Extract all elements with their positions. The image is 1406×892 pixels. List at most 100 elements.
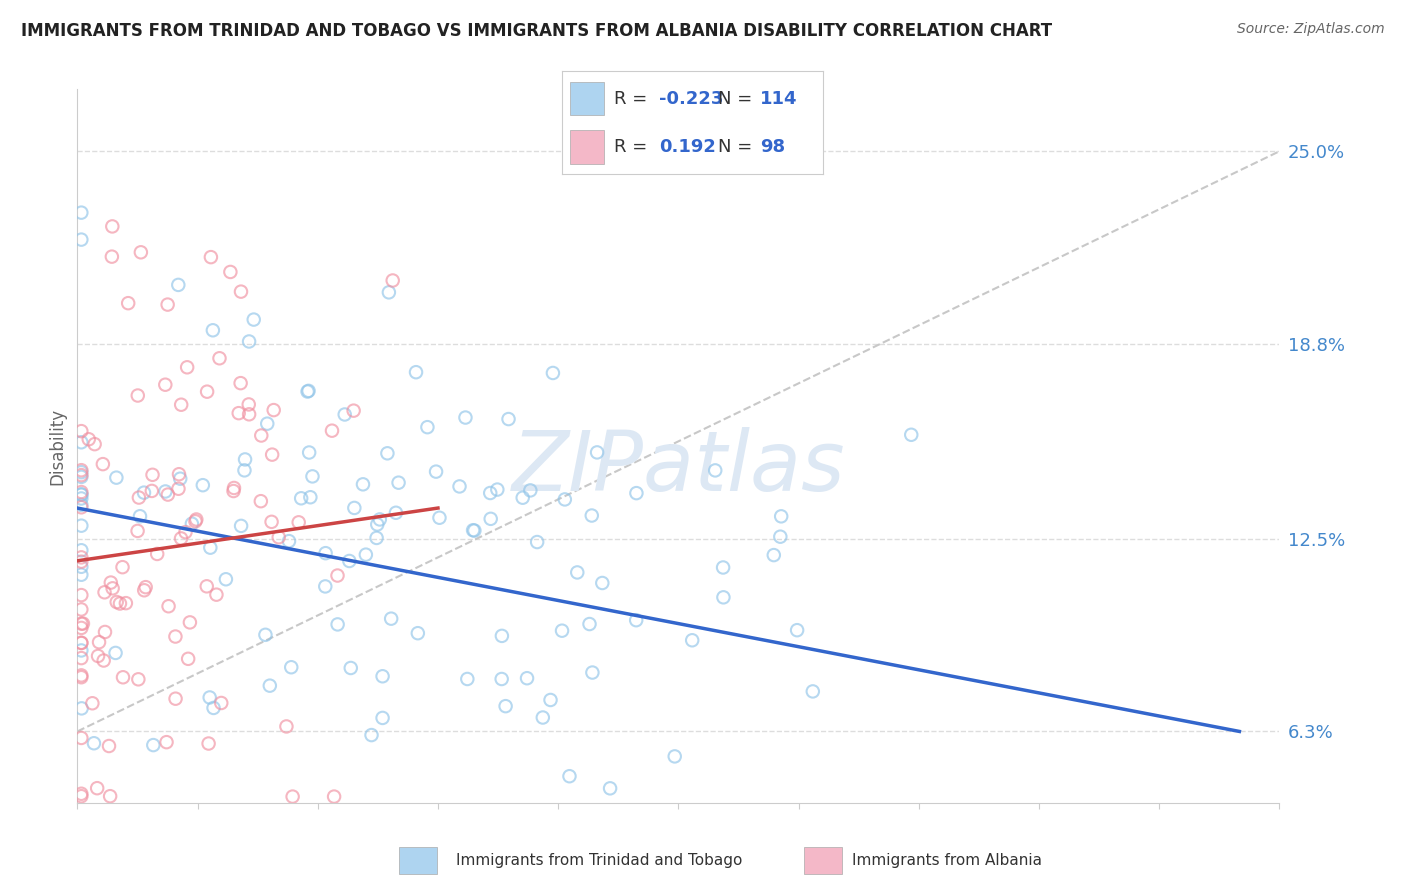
Point	[70, 621, 93, 635]
Point	[238, 397, 260, 411]
Point	[900, 427, 922, 442]
Point	[70, 567, 93, 582]
Point	[70, 487, 93, 501]
Point	[333, 408, 356, 422]
Text: Immigrants from Trinidad and Tobago: Immigrants from Trinidad and Tobago	[456, 854, 742, 868]
Point	[343, 403, 366, 417]
Text: 0.192: 0.192	[658, 137, 716, 156]
Point	[198, 690, 221, 705]
Point	[70, 670, 93, 684]
Point	[93, 585, 115, 599]
Point	[70, 463, 93, 477]
Point	[83, 736, 105, 750]
Point	[155, 377, 177, 392]
Text: Source: ZipAtlas.com: Source: ZipAtlas.com	[1237, 22, 1385, 37]
Point	[495, 699, 517, 714]
Point	[406, 626, 429, 640]
Point	[664, 749, 686, 764]
Point	[94, 624, 117, 639]
Point	[387, 475, 409, 490]
Point	[770, 509, 793, 524]
Point	[167, 277, 190, 292]
Text: 98: 98	[761, 137, 785, 156]
Point	[380, 612, 402, 626]
Text: 114: 114	[761, 89, 797, 108]
Point	[267, 530, 290, 544]
Point	[101, 219, 124, 234]
Point	[222, 481, 245, 495]
Point	[263, 403, 285, 417]
Point	[209, 696, 232, 710]
Point	[301, 469, 323, 483]
Point	[70, 498, 93, 512]
Point	[128, 491, 150, 505]
Point	[205, 588, 228, 602]
Point	[541, 366, 564, 380]
Point	[704, 463, 727, 477]
Y-axis label: Disability: Disability	[48, 408, 66, 484]
Point	[260, 515, 283, 529]
Point	[540, 693, 562, 707]
Point	[337, 554, 360, 568]
Point	[378, 285, 401, 300]
Point	[449, 479, 471, 493]
Point	[70, 731, 93, 745]
Point	[179, 615, 201, 630]
Point	[371, 669, 394, 683]
Point	[70, 550, 93, 565]
Point	[326, 617, 349, 632]
Bar	[571, 130, 605, 163]
Point	[70, 233, 93, 247]
Point	[146, 547, 169, 561]
Point	[70, 789, 93, 804]
Point	[127, 388, 149, 402]
Point	[105, 470, 128, 484]
Point	[222, 483, 245, 498]
Point	[581, 508, 603, 523]
Point	[526, 535, 548, 549]
Point	[70, 488, 93, 502]
Point	[200, 250, 222, 264]
Point	[256, 417, 278, 431]
Text: 0.0%: 0.0%	[77, 859, 122, 877]
Point	[200, 541, 222, 555]
Point	[558, 769, 581, 783]
Point	[368, 512, 391, 526]
Point	[186, 512, 208, 526]
Point	[278, 534, 301, 549]
Point	[108, 597, 131, 611]
Point	[180, 516, 202, 531]
Point	[461, 523, 484, 537]
Point	[711, 560, 734, 574]
Point	[82, 696, 104, 710]
Point	[170, 532, 193, 546]
Point	[366, 531, 388, 545]
Point	[176, 360, 198, 375]
Point	[70, 424, 93, 438]
Point	[280, 660, 302, 674]
Text: R =: R =	[614, 137, 648, 156]
Point	[195, 579, 218, 593]
Point	[101, 250, 124, 264]
Point	[70, 651, 93, 665]
Point	[104, 646, 127, 660]
Point	[72, 616, 94, 631]
Point	[262, 448, 284, 462]
Point	[111, 560, 134, 574]
Point	[155, 735, 177, 749]
Point	[354, 548, 377, 562]
Point	[229, 285, 252, 299]
Point	[581, 665, 603, 680]
Point	[242, 312, 264, 326]
Point	[111, 670, 134, 684]
Point	[70, 543, 93, 558]
Point	[228, 406, 250, 420]
Point	[429, 510, 451, 524]
Point	[70, 787, 93, 801]
Point	[157, 599, 180, 614]
Point	[77, 432, 100, 446]
Point	[229, 376, 252, 391]
Point	[70, 435, 93, 450]
Point	[208, 351, 231, 366]
Point	[491, 672, 513, 686]
